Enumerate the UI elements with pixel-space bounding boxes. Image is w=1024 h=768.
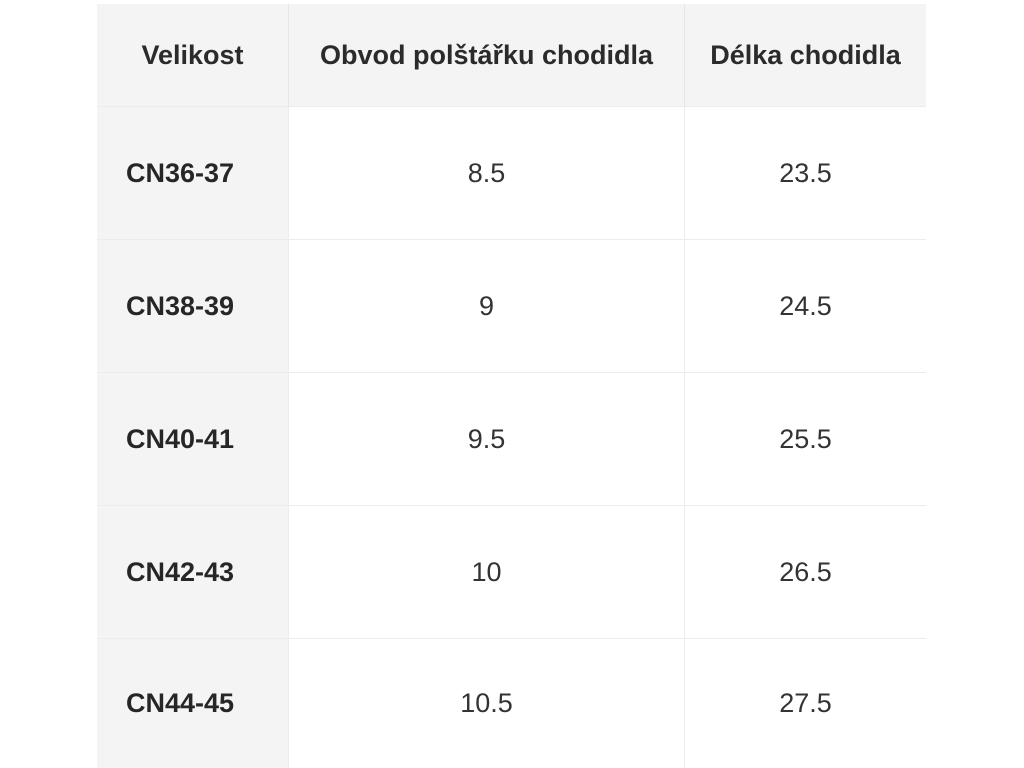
row-1-size: CN36-37 <box>97 107 288 240</box>
header-size: Velikost <box>97 4 288 107</box>
row-5-size: CN44-45 <box>97 639 288 768</box>
row-4-size: CN42-43 <box>97 506 288 639</box>
row-4-length: 26.5 <box>684 506 926 639</box>
header-foot-length: Délka chodidla <box>684 4 926 107</box>
row-5-circumference: 10.5 <box>288 639 684 768</box>
row-3-length: 25.5 <box>684 373 926 506</box>
row-5-length: 27.5 <box>684 639 926 768</box>
row-1-circumference: 8.5 <box>288 107 684 240</box>
row-4-circumference: 10 <box>288 506 684 639</box>
row-3-size: CN40-41 <box>97 373 288 506</box>
row-2-length: 24.5 <box>684 240 926 373</box>
row-2-size: CN38-39 <box>97 240 288 373</box>
header-ball-circumference: Obvod polštářku chodidla <box>288 4 684 107</box>
size-table: Velikost Obvod polštářku chodidla Délka … <box>97 4 926 768</box>
row-2-circumference: 9 <box>288 240 684 373</box>
row-1-length: 23.5 <box>684 107 926 240</box>
row-3-circumference: 9.5 <box>288 373 684 506</box>
